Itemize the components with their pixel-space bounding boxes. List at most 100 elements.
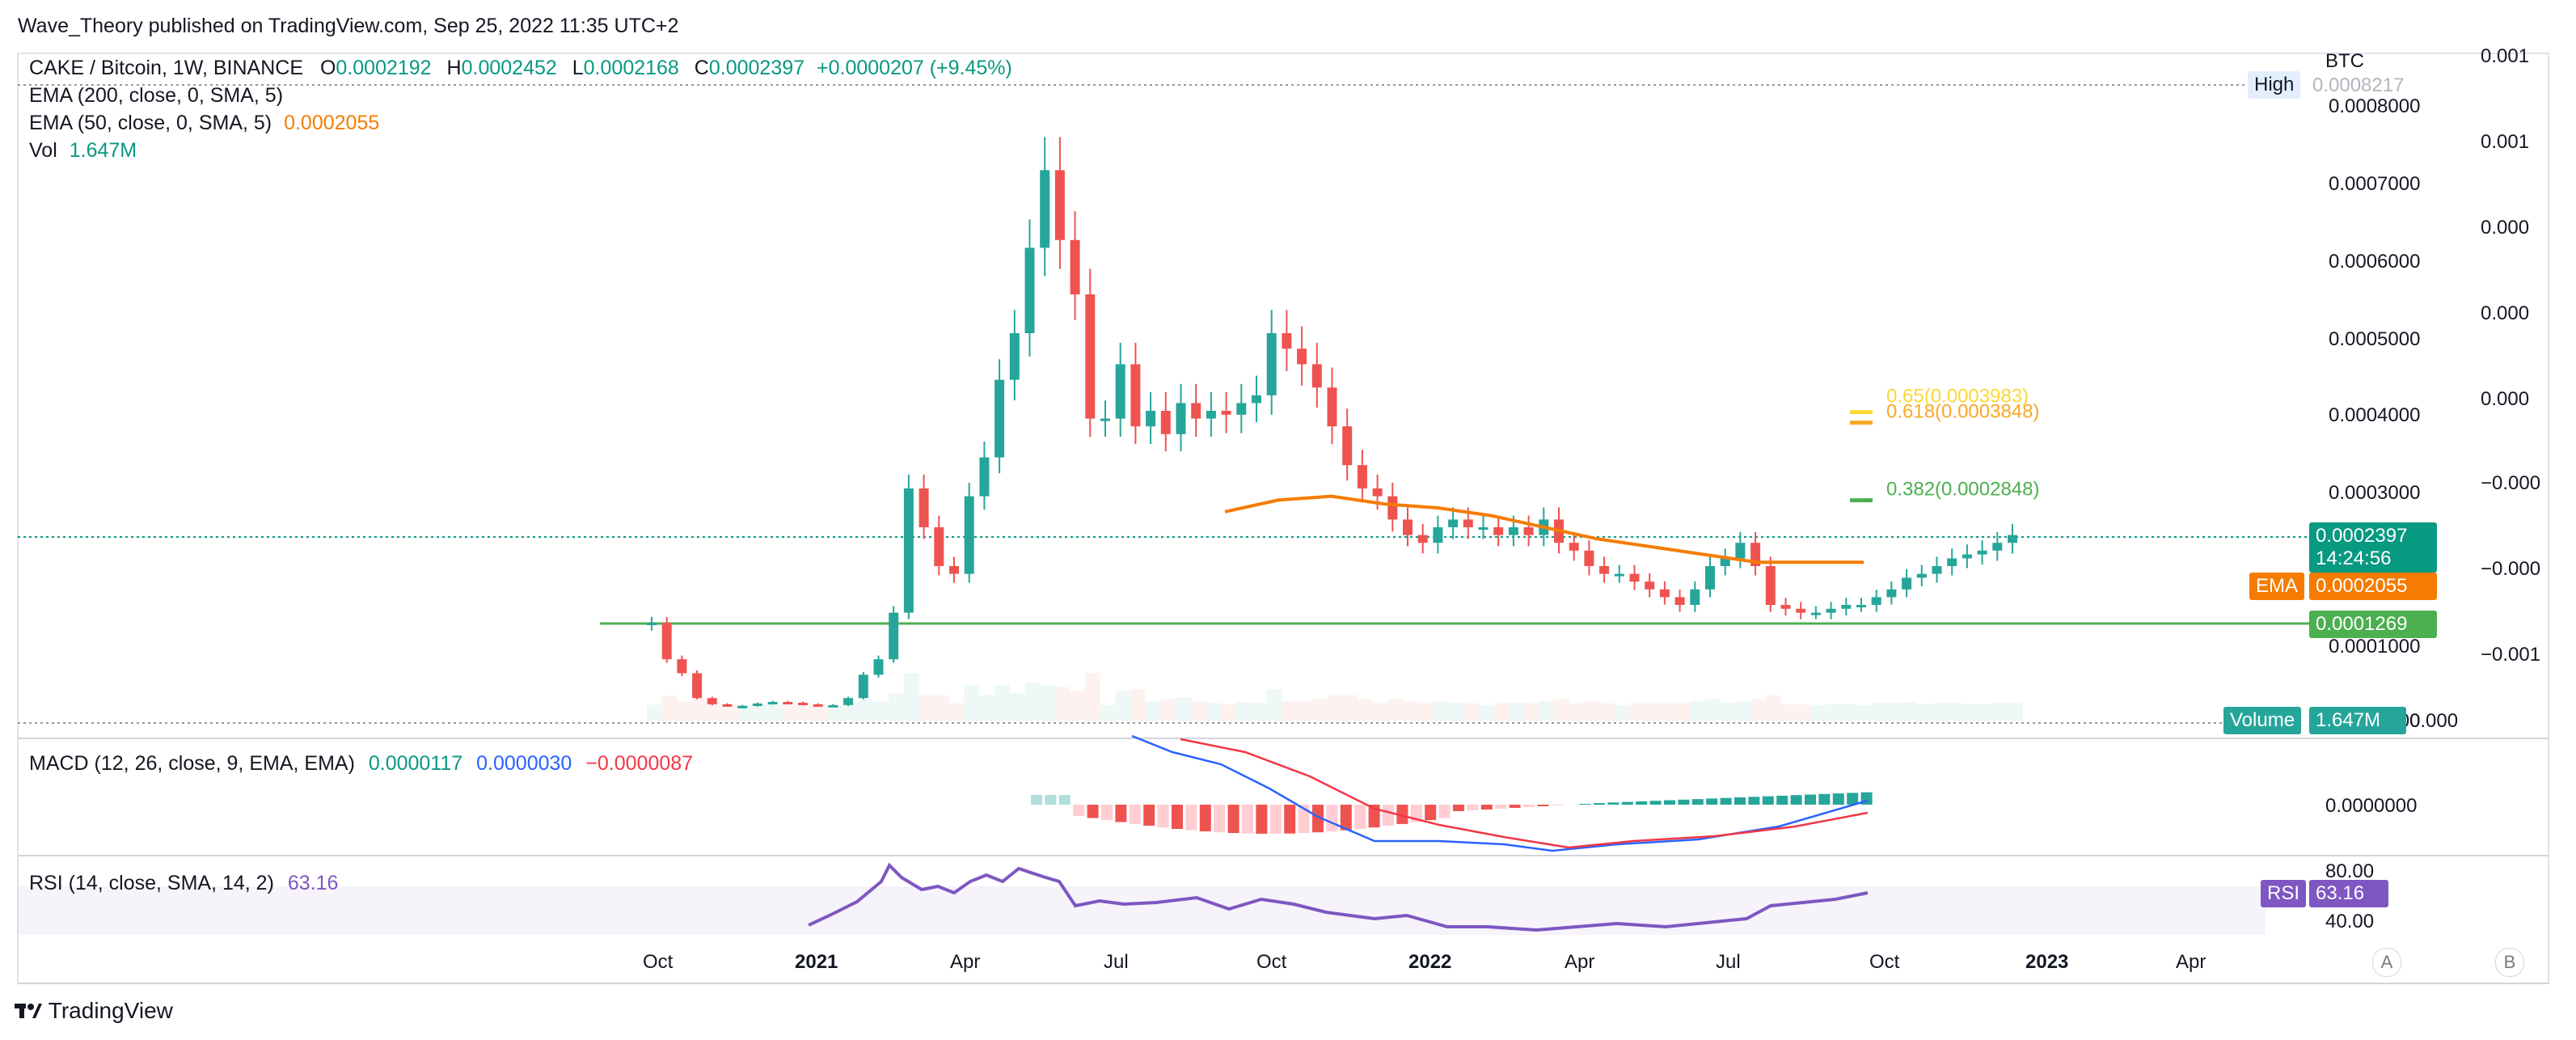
candle-body <box>1932 566 1942 574</box>
currency-label: BTC <box>2325 50 2364 72</box>
candle-body <box>783 702 793 704</box>
candle-body <box>1160 411 1171 434</box>
vol-legend[interactable]: Vol 1.647M <box>29 139 137 163</box>
candle-body <box>677 659 687 674</box>
candle-body <box>918 488 929 527</box>
rsi-value: 63.16 <box>287 872 339 894</box>
candle-body <box>1282 333 1292 349</box>
macd-hist-bar <box>1087 805 1099 818</box>
volume-bar <box>903 673 919 721</box>
rsi-value-tag: 63.16 <box>2309 880 2388 907</box>
candle-body <box>661 623 672 660</box>
candle-body <box>1508 527 1518 535</box>
macd-hist-bar <box>1762 796 1774 805</box>
macd-hist-bar <box>1143 805 1155 827</box>
macd-hist-bar <box>1185 805 1197 831</box>
ema200-legend[interactable]: EMA (200, close, 0, SMA, 5) <box>29 84 283 108</box>
time-axis-label: Apr <box>1565 951 1595 973</box>
candle-body <box>1523 527 1534 535</box>
volume-bar <box>889 693 904 721</box>
candle-body <box>1387 496 1398 520</box>
candle-body <box>843 698 854 705</box>
secondary-scale-label: 0.001 <box>2481 131 2530 153</box>
high-tag-value: 0.0008217 <box>2312 74 2405 96</box>
macd-hist-bar <box>1073 805 1085 816</box>
macd-hist-bar <box>1199 805 1211 832</box>
volume-bar <box>1841 704 1856 721</box>
rsi-label: RSI (14, close, SMA, 14, 2) <box>29 872 274 894</box>
candle-body <box>1130 364 1141 427</box>
volume-bar <box>1523 703 1539 721</box>
ema50-legend[interactable]: EMA (50, close, 0, SMA, 5) 0.0002055 <box>29 112 379 135</box>
macd-label: MACD (12, 26, close, 9, EMA, EMA) <box>29 752 355 775</box>
volume-bar <box>1433 701 1449 721</box>
candle-body <box>1417 535 1428 543</box>
volume-bar <box>964 685 980 721</box>
candle-body <box>1297 349 1307 365</box>
candle-body <box>979 457 990 497</box>
macd-hist-bar <box>1523 805 1535 807</box>
rsi-line <box>808 862 1869 932</box>
macd-signal-value: −0.0000087 <box>585 752 694 775</box>
macd-hist-bar <box>1354 805 1366 830</box>
price-axis-label: 0.0008000 <box>2329 95 2421 117</box>
volume-bar <box>1311 699 1328 721</box>
candle-body <box>1886 589 1897 598</box>
price-axis-label: 0.0005000 <box>2329 328 2421 350</box>
candle-body <box>934 527 944 566</box>
macd-legend[interactable]: MACD (12, 26, close, 9, EMA, EMA) 0.0000… <box>29 752 693 776</box>
macd-hist-bar <box>1594 803 1605 805</box>
candle-body <box>1009 333 1020 380</box>
volume-bar <box>1040 685 1055 721</box>
time-axis-label: Jul <box>1716 951 1741 973</box>
volume-bar <box>1674 703 1691 721</box>
volume-bar <box>1871 703 1887 721</box>
macd-hist-bar <box>1101 805 1113 821</box>
tradingview-logo[interactable]: TradingView <box>15 998 173 1024</box>
volume-bar <box>1916 704 1932 721</box>
candle-body <box>1735 543 1746 559</box>
high-label: H <box>446 57 462 79</box>
brand-name: TradingView <box>48 998 173 1023</box>
candle-body <box>722 704 733 707</box>
candle-body <box>1206 411 1216 419</box>
candle-body <box>1221 411 1231 415</box>
candle-body <box>1085 294 1096 419</box>
macd-signal-line <box>1180 738 1869 849</box>
candle-body <box>1674 597 1685 605</box>
candle-body <box>1372 488 1383 497</box>
time-axis-label: Oct <box>1256 951 1287 973</box>
macd-hist-bar <box>1467 805 1479 810</box>
volume-bar <box>1962 704 1978 721</box>
symbol-title[interactable]: CAKE / Bitcoin, 1W, BINANCE <box>29 57 303 79</box>
ema50-label: EMA (50, close, 0, SMA, 5) <box>29 112 272 134</box>
secondary-scale-label: −0.001 <box>2481 644 2541 666</box>
auto-scale-button[interactable]: A <box>2372 948 2401 977</box>
candle-body <box>1100 418 1110 421</box>
volume-bar <box>1387 699 1403 721</box>
candle-body <box>737 705 748 708</box>
macd-hist-bar <box>1607 802 1620 805</box>
candle-body <box>1584 550 1594 566</box>
macd-hist-bar <box>1425 805 1437 821</box>
rsi-legend[interactable]: RSI (14, close, SMA, 14, 2) 63.16 <box>29 872 338 895</box>
volume-bar <box>1810 705 1826 721</box>
macd-hist-bar <box>1847 793 1859 805</box>
macd-hist-bar <box>1832 793 1844 805</box>
candle-body <box>1433 527 1443 543</box>
log-scale-button[interactable]: B <box>2495 948 2524 977</box>
volume-bar <box>1599 703 1615 721</box>
volume-bar <box>934 695 949 721</box>
candle-body <box>1690 589 1700 605</box>
volume-bar <box>918 695 935 721</box>
macd-hist-bar <box>1157 805 1169 828</box>
time-axis-label: 2021 <box>795 951 838 973</box>
candle-body <box>1796 608 1806 613</box>
volume-bar <box>1070 691 1086 721</box>
volume-bar <box>1342 695 1358 721</box>
time-axis-label: Jul <box>1104 951 1129 973</box>
tradingview-logo-icon <box>15 1004 42 1018</box>
candle-body <box>1236 403 1247 415</box>
candle-body <box>1599 566 1610 574</box>
